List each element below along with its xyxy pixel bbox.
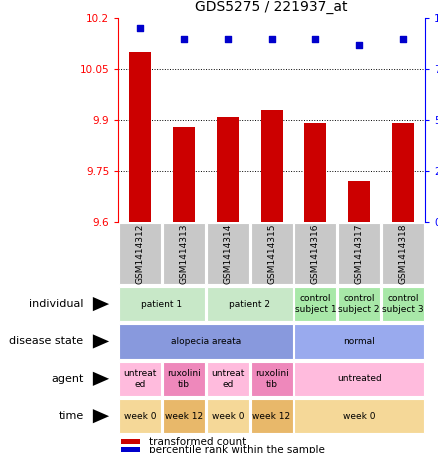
Text: control
subject 1: control subject 1 (294, 294, 336, 314)
Bar (119, 324, 293, 359)
Bar (163, 223, 205, 284)
Bar (251, 399, 293, 434)
Bar (294, 361, 424, 396)
Bar (207, 399, 249, 434)
Point (137, 24, 144, 32)
Text: week 12: week 12 (165, 412, 203, 421)
Bar (392, 123, 414, 222)
Text: control
subject 2: control subject 2 (339, 294, 380, 314)
Text: percentile rank within the sample: percentile rank within the sample (149, 444, 325, 453)
Text: GSM1414318: GSM1414318 (399, 223, 407, 284)
Bar (251, 223, 293, 284)
Text: GSM1414315: GSM1414315 (267, 223, 276, 284)
Bar (338, 287, 380, 321)
Bar (207, 361, 249, 396)
Text: week 0: week 0 (212, 412, 244, 421)
Text: GSM1414317: GSM1414317 (355, 223, 364, 284)
Text: normal: normal (343, 337, 375, 346)
Bar (121, 447, 140, 452)
Bar (119, 223, 161, 284)
Point (180, 35, 187, 42)
Bar (294, 223, 336, 284)
Text: untreat
ed: untreat ed (211, 369, 244, 389)
Bar (121, 439, 140, 444)
Polygon shape (93, 372, 109, 386)
Text: transformed count: transformed count (149, 437, 246, 447)
Point (268, 35, 275, 42)
Title: GDS5275 / 221937_at: GDS5275 / 221937_at (195, 0, 348, 14)
Text: untreat
ed: untreat ed (124, 369, 157, 389)
Text: control
subject 3: control subject 3 (382, 294, 424, 314)
Text: individual: individual (29, 299, 84, 309)
Point (224, 35, 231, 42)
Bar (207, 223, 249, 284)
Text: untreated: untreated (337, 374, 381, 383)
Polygon shape (93, 409, 109, 423)
Bar (382, 287, 424, 321)
Bar (294, 399, 424, 434)
Bar (217, 116, 239, 222)
Text: GSM1414314: GSM1414314 (223, 223, 232, 284)
Bar (338, 223, 380, 284)
Bar (294, 324, 424, 359)
Text: GSM1414313: GSM1414313 (180, 223, 188, 284)
Text: week 12: week 12 (252, 412, 291, 421)
Bar (119, 399, 161, 434)
Polygon shape (93, 297, 109, 311)
Text: time: time (58, 411, 84, 421)
Bar (119, 361, 161, 396)
Bar (294, 287, 336, 321)
Bar (251, 361, 293, 396)
Bar (382, 223, 424, 284)
Bar (261, 110, 283, 222)
Text: disease state: disease state (10, 337, 84, 347)
Bar (348, 181, 370, 222)
Text: GSM1414312: GSM1414312 (136, 223, 145, 284)
Bar (163, 399, 205, 434)
Bar (304, 123, 326, 222)
Text: GSM1414316: GSM1414316 (311, 223, 320, 284)
Bar (207, 287, 293, 321)
Text: patient 1: patient 1 (141, 299, 183, 308)
Point (356, 41, 363, 48)
Text: week 0: week 0 (124, 412, 156, 421)
Bar (163, 361, 205, 396)
Text: week 0: week 0 (343, 412, 375, 421)
Text: patient 2: patient 2 (229, 299, 270, 308)
Bar (119, 287, 205, 321)
Text: agent: agent (51, 374, 84, 384)
Text: ruxolini
tib: ruxolini tib (254, 369, 289, 389)
Point (312, 35, 319, 42)
Point (399, 35, 406, 42)
Text: alopecia areata: alopecia areata (171, 337, 241, 346)
Bar (173, 127, 195, 222)
Text: ruxolini
tib: ruxolini tib (167, 369, 201, 389)
Bar (129, 52, 151, 222)
Polygon shape (93, 334, 109, 348)
